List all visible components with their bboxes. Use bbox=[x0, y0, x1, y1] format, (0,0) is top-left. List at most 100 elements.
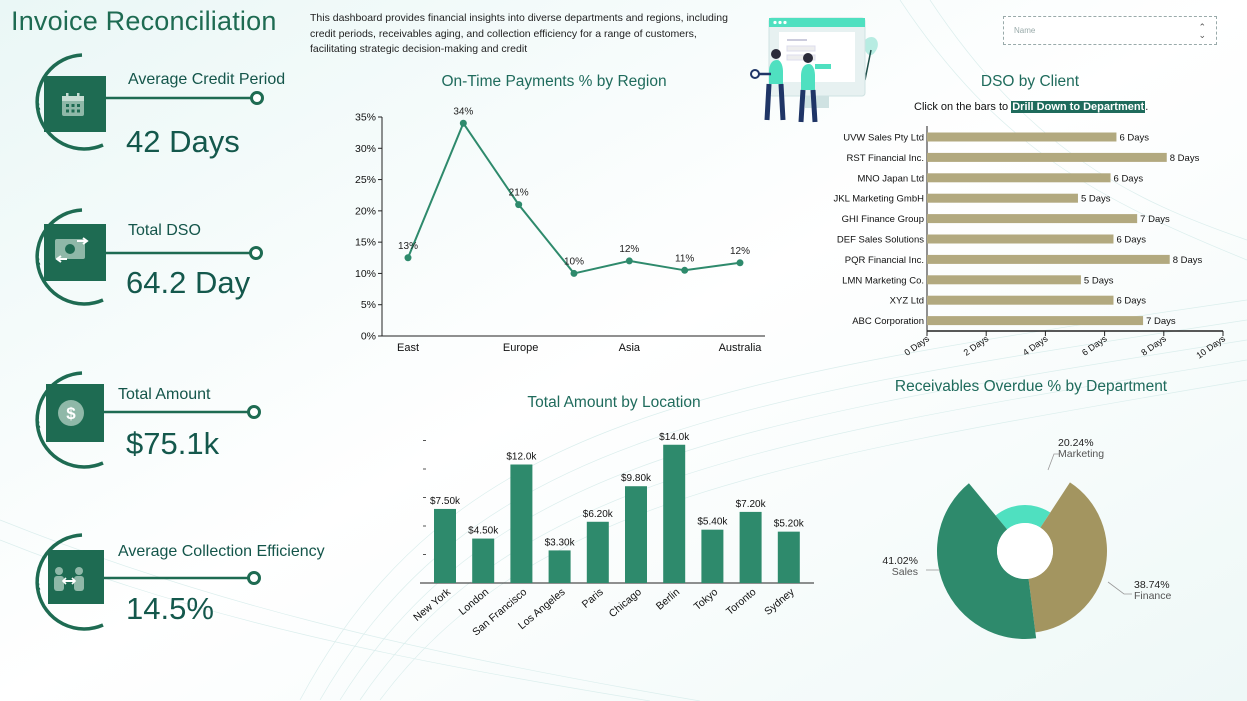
amount-bar[interactable] bbox=[586, 521, 609, 583]
donut-name-label: Marketing bbox=[1058, 448, 1104, 460]
amount-data-label: $5.20k bbox=[774, 519, 805, 530]
donut-name-label: Finance bbox=[1134, 590, 1172, 602]
ontime-data-label: 21% bbox=[509, 188, 529, 199]
amount-category-label: New York bbox=[411, 586, 453, 624]
ontime-point[interactable] bbox=[404, 254, 412, 262]
amount-chart-title: Total Amount by Location bbox=[527, 394, 701, 411]
dso-data-label: 6 Days bbox=[1116, 235, 1146, 246]
dso-bar[interactable] bbox=[927, 152, 1167, 162]
team-illustration bbox=[750, 17, 878, 123]
svg-text:$: $ bbox=[66, 404, 76, 423]
name-filter-select[interactable]: Name ⌃ ⌄ bbox=[1003, 16, 1217, 45]
amount-category-label: Toronto bbox=[724, 586, 759, 618]
amount-data-label: $6.20k bbox=[583, 509, 614, 520]
amount-bar[interactable] bbox=[472, 538, 495, 583]
ontime-ytick-label: 5% bbox=[361, 299, 376, 311]
dso-bar[interactable] bbox=[927, 275, 1081, 285]
dso-data-label: 6 Days bbox=[1119, 133, 1149, 144]
dso-bar[interactable] bbox=[927, 173, 1111, 183]
dso-bar-chart: UVW Sales Pty Ltd 6 Days RST Financial Inc… bbox=[834, 126, 1228, 361]
amount-bar[interactable] bbox=[548, 550, 571, 583]
amount-bar[interactable] bbox=[625, 486, 647, 583]
amount-category-label: Berlin bbox=[654, 586, 682, 613]
amount-bar[interactable] bbox=[510, 464, 533, 584]
donut-slice-sales[interactable] bbox=[937, 483, 1037, 639]
amount-data-label: $7.20k bbox=[736, 499, 767, 510]
donut-slice-marketing[interactable] bbox=[995, 505, 1051, 530]
dso-category-label: ABC Corporation bbox=[852, 316, 924, 327]
page-title: Invoice Reconciliation bbox=[11, 6, 277, 36]
ontime-line-chart: 0% 5% 10% 15% 20% 25% 30% 35% East Europe Asia Aus… bbox=[355, 106, 765, 354]
ontime-ytick-label: 10% bbox=[355, 268, 376, 280]
money-transfer-icon bbox=[55, 237, 89, 263]
dso-category-label: PQR Financial Inc. bbox=[845, 255, 924, 266]
amount-bar[interactable] bbox=[701, 529, 724, 583]
amount-bar[interactable] bbox=[663, 444, 686, 583]
kpi-dso-label: Total DSO bbox=[128, 222, 201, 239]
ontime-series-line bbox=[407, 121, 741, 275]
ontime-point[interactable] bbox=[459, 119, 467, 127]
overdue-donut-chart: 20.24%Marketing 38.74%Finance 41.02%Sales bbox=[882, 437, 1172, 639]
amount-category-label: Tokyo bbox=[692, 586, 721, 613]
overdue-chart-title: Receivables Overdue % by Department bbox=[894, 378, 1168, 395]
dso-category-label: GHI Finance Group bbox=[842, 214, 924, 225]
dso-data-label: 7 Days bbox=[1146, 316, 1176, 327]
ontime-chart-title: On-Time Payments % by Region bbox=[441, 73, 667, 90]
dso-bar[interactable] bbox=[927, 132, 1117, 142]
dso-data-label: 5 Days bbox=[1084, 275, 1114, 286]
dso-category-label: DEF Sales Solutions bbox=[837, 235, 924, 246]
ontime-point[interactable] bbox=[515, 201, 523, 209]
dso-bar[interactable] bbox=[927, 234, 1114, 244]
ontime-ytick-label: 30% bbox=[355, 143, 376, 155]
amount-data-label: $9.80k bbox=[621, 473, 652, 484]
dso-data-label: 7 Days bbox=[1140, 214, 1170, 225]
donut-slice-finance[interactable] bbox=[1028, 482, 1107, 633]
dso-xtick-label: 4 Days bbox=[1021, 333, 1050, 358]
ontime-point[interactable] bbox=[570, 269, 578, 277]
dso-xtick-label: 10 Days bbox=[1194, 333, 1227, 360]
dso-data-label: 5 Days bbox=[1081, 194, 1111, 205]
amount-category-label: Sydney bbox=[762, 586, 797, 618]
amount-data-label: $4.50k bbox=[468, 526, 499, 537]
dso-xtick-label: 8 Days bbox=[1139, 333, 1168, 358]
ontime-data-label: 10% bbox=[564, 256, 584, 267]
credit-period-decoration bbox=[35, 53, 264, 151]
dso-bar[interactable] bbox=[927, 316, 1144, 326]
kpi-total-amount-value: $75.1k bbox=[126, 426, 220, 461]
amount-bar[interactable] bbox=[739, 511, 762, 583]
dso-bar[interactable] bbox=[927, 193, 1078, 203]
amount-data-label: $12.0k bbox=[506, 452, 537, 463]
dso-bar[interactable] bbox=[927, 214, 1138, 224]
ontime-ytick-label: 20% bbox=[355, 205, 376, 217]
calendar-icon bbox=[62, 93, 84, 116]
dso-category-label: RST Financial Inc. bbox=[847, 153, 924, 164]
dso-data-label: 6 Days bbox=[1114, 173, 1144, 184]
dso-category-label: MNO Japan Ltd bbox=[857, 173, 924, 184]
dso-bar[interactable] bbox=[927, 295, 1114, 305]
dso-xtick-label: 6 Days bbox=[1080, 333, 1109, 358]
dso-decoration bbox=[35, 208, 263, 306]
ontime-point[interactable] bbox=[625, 257, 633, 265]
donut-pct-label: 20.24% bbox=[1058, 437, 1094, 449]
ontime-point[interactable] bbox=[736, 259, 744, 267]
dso-category-label: JKL Marketing GmbH bbox=[834, 194, 925, 205]
ontime-xtick-label: Europe bbox=[503, 342, 538, 354]
dso-bar[interactable] bbox=[927, 254, 1170, 264]
ontime-xtick-label: Australia bbox=[719, 342, 763, 354]
amount-bar[interactable] bbox=[434, 508, 456, 583]
amount-category-label: London bbox=[457, 586, 492, 618]
donut-pct-label: 38.74% bbox=[1134, 579, 1170, 591]
kpi-collection-efficiency-label: Average Collection Efficiency bbox=[118, 543, 325, 560]
dso-data-label: 6 Days bbox=[1116, 296, 1146, 307]
ontime-point[interactable] bbox=[681, 266, 689, 274]
dso-data-label: 8 Days bbox=[1170, 153, 1200, 164]
amount-bar[interactable] bbox=[777, 531, 800, 583]
kpi-credit-period-value: 42 Days bbox=[126, 124, 240, 159]
drill-down-link[interactable]: Drill Down to Department bbox=[1011, 101, 1146, 113]
chevron-updown-icon: ⌃ ⌄ bbox=[1198, 21, 1206, 40]
page-description: This dashboard provides financial insigh… bbox=[310, 12, 728, 55]
dollar-coin-icon: $ bbox=[58, 400, 84, 426]
donut-pct-label: 41.02% bbox=[882, 555, 918, 567]
ontime-ytick-label: 25% bbox=[355, 174, 376, 186]
amount-data-label: $3.30k bbox=[545, 537, 576, 548]
